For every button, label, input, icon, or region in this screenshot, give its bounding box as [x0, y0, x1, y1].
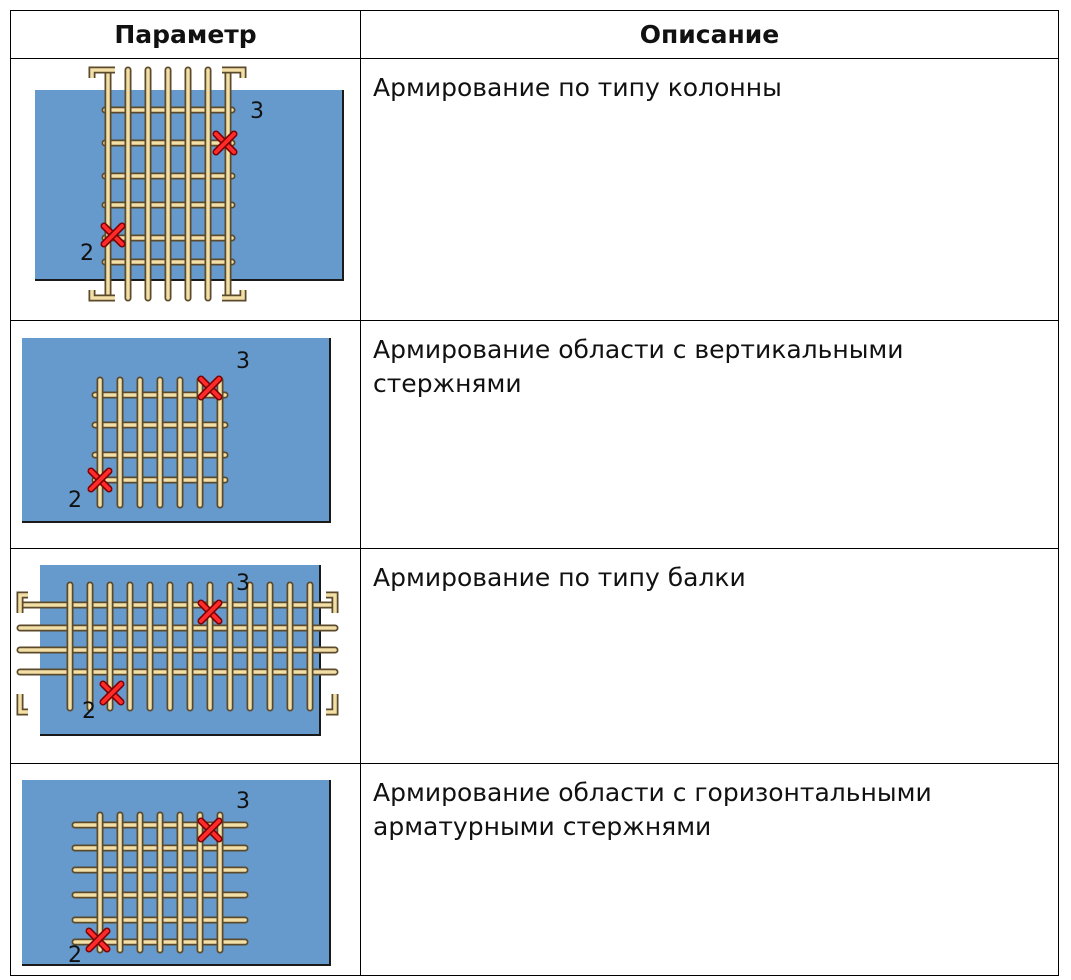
description-cell: Армирование по типу колонны [360, 58, 1059, 321]
table-row: Армирование области с вертикальными стер… [10, 320, 1059, 549]
icon-cell [10, 763, 361, 976]
header-cell: Параметр [10, 10, 361, 59]
description-cell: Армирование области с вертикальными стер… [360, 320, 1059, 549]
parameters-table: Параметр Описание Армирование по типу ко… [10, 10, 1059, 976]
header-cell: Описание [360, 10, 1059, 59]
table-row: Армирование по типу колонны [10, 58, 1059, 321]
icon-cell [10, 320, 361, 549]
header-row: Параметр Описание [10, 10, 1059, 59]
description-cell: Армирование области с горизонтальными ар… [360, 763, 1059, 976]
icon-cell [10, 58, 361, 321]
table-row: Армирование области с горизонтальными ар… [10, 763, 1059, 976]
description-cell: Армирование по типу балки [360, 548, 1059, 764]
table-row: Армирование по типу балки [10, 548, 1059, 764]
icon-cell [10, 548, 361, 764]
